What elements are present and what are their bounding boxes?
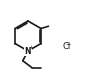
Text: −: − bbox=[66, 41, 71, 46]
Text: Cl: Cl bbox=[63, 42, 71, 51]
Text: +: + bbox=[29, 45, 33, 50]
Text: N: N bbox=[25, 46, 31, 56]
